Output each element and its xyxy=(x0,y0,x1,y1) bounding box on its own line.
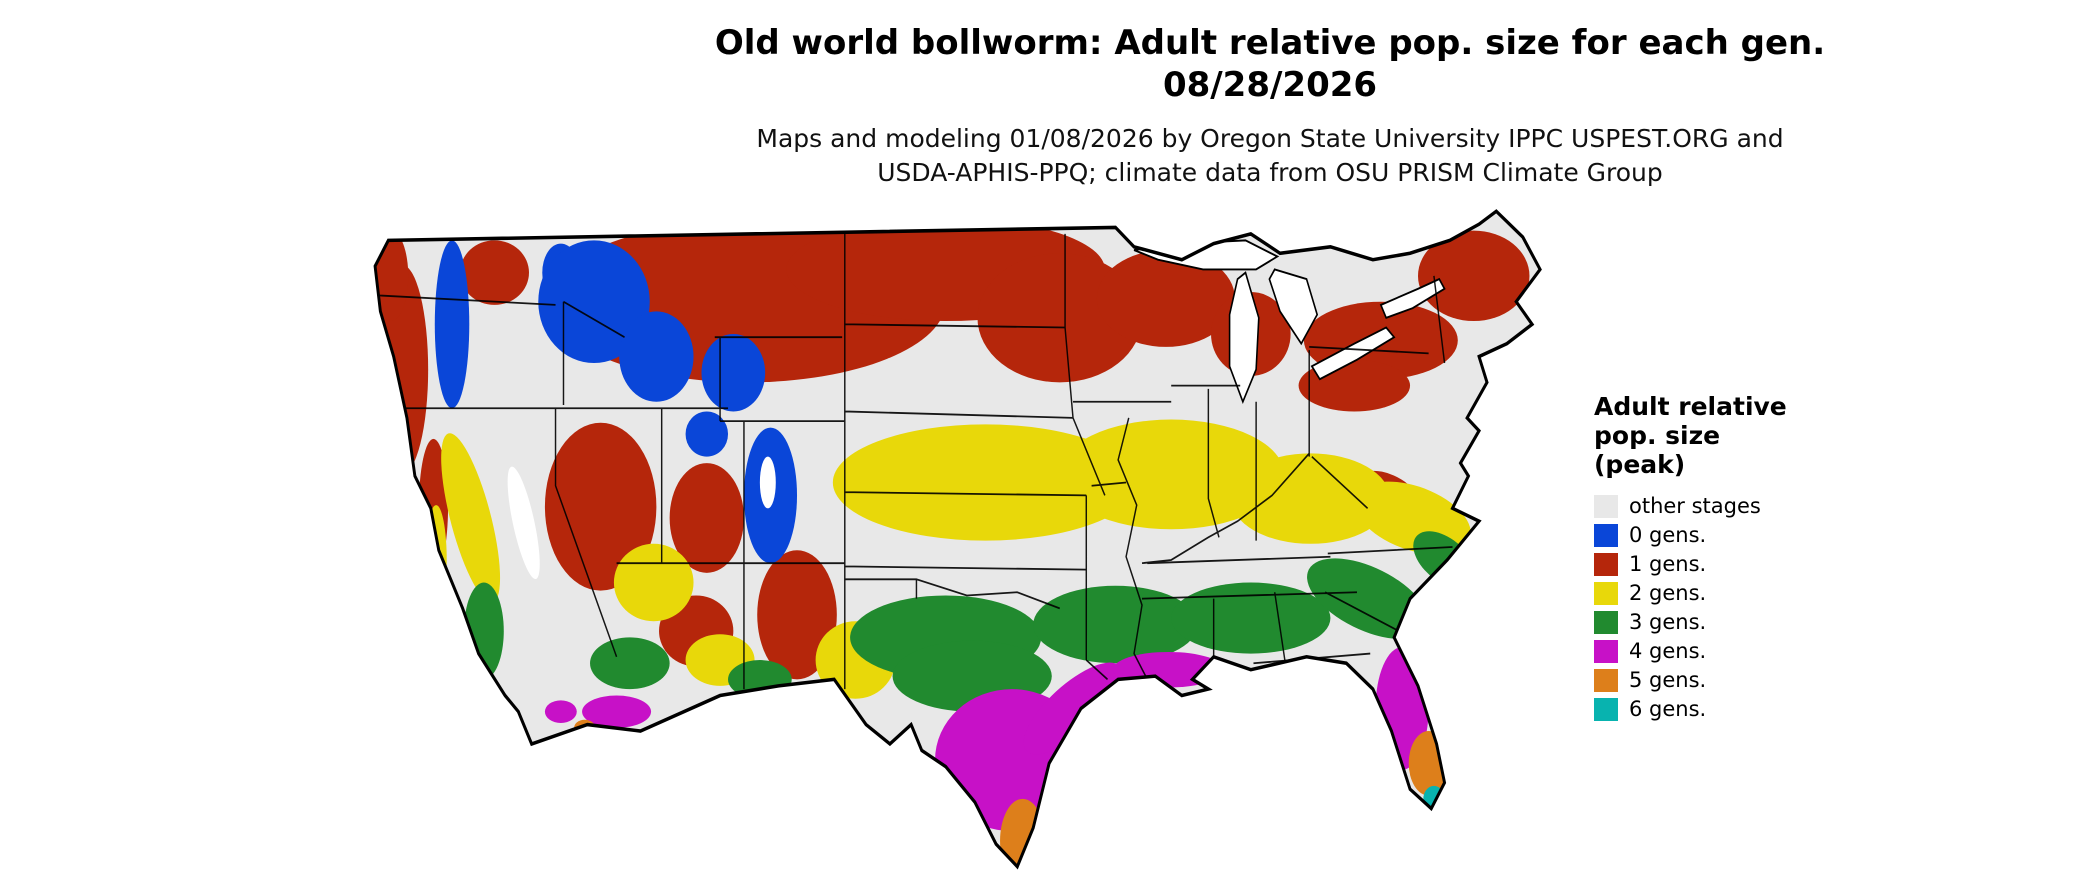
legend-label: 2 gens. xyxy=(1629,581,1707,605)
map-date: 08/28/2026 xyxy=(1162,65,1378,105)
legend-swatch-6-gens xyxy=(1594,697,1618,721)
page-title: Old world bollworm: Adult relative pop. … xyxy=(440,22,2100,106)
legend-label: 6 gens. xyxy=(1629,697,1707,721)
legend-swatch-0-gens xyxy=(1594,523,1618,547)
us-generations-map xyxy=(322,200,1556,886)
legend-label: 4 gens. xyxy=(1629,639,1707,663)
legend-label: 0 gens. xyxy=(1629,523,1707,547)
legend-item-1-gens: 1 gens. xyxy=(1594,551,1894,577)
credit-line-1: Maps and modeling 01/08/2026 by Oregon S… xyxy=(756,124,1784,153)
legend-label: other stages xyxy=(1629,494,1761,518)
region-high-peaks xyxy=(507,456,776,580)
legend-label: 5 gens. xyxy=(1629,668,1707,692)
legend-title: Adult relative pop. size (peak) xyxy=(1594,392,1894,479)
legend-item-4-gens: 4 gens. xyxy=(1594,638,1894,664)
legend-swatch-3-gens xyxy=(1594,610,1618,634)
legend-label: 3 gens. xyxy=(1629,610,1707,634)
legend-swatch-2-gens xyxy=(1594,581,1618,605)
legend-title-line-3: (peak) xyxy=(1594,450,1686,479)
legend: Adult relative pop. size (peak) other st… xyxy=(1594,392,1894,725)
legend-item-3-gens: 3 gens. xyxy=(1594,609,1894,635)
legend-title-line-1: Adult relative xyxy=(1594,392,1787,421)
legend-swatch-4-gens xyxy=(1594,639,1618,663)
map-credits: Maps and modeling 01/08/2026 by Oregon S… xyxy=(440,122,2100,190)
legend-item-other-stages: other stages xyxy=(1594,493,1894,519)
legend-item-6-gens: 6 gens. xyxy=(1594,696,1894,722)
legend-swatch-1-gens xyxy=(1594,552,1618,576)
great-lakes xyxy=(1133,239,1446,405)
us-map-svg xyxy=(373,209,1542,869)
credit-line-2: USDA-APHIS-PPQ; climate data from OSU PR… xyxy=(877,158,1663,187)
legend-title-line-2: pop. size xyxy=(1594,421,1721,450)
legend-swatch-other-stages xyxy=(1594,494,1618,518)
legend-swatch-5-gens xyxy=(1594,668,1618,692)
legend-item-2-gens: 2 gens. xyxy=(1594,580,1894,606)
map-title: Old world bollworm: Adult relative pop. … xyxy=(714,23,1826,63)
legend-item-5-gens: 5 gens. xyxy=(1594,667,1894,693)
legend-item-0-gens: 0 gens. xyxy=(1594,522,1894,548)
legend-label: 1 gens. xyxy=(1629,552,1707,576)
